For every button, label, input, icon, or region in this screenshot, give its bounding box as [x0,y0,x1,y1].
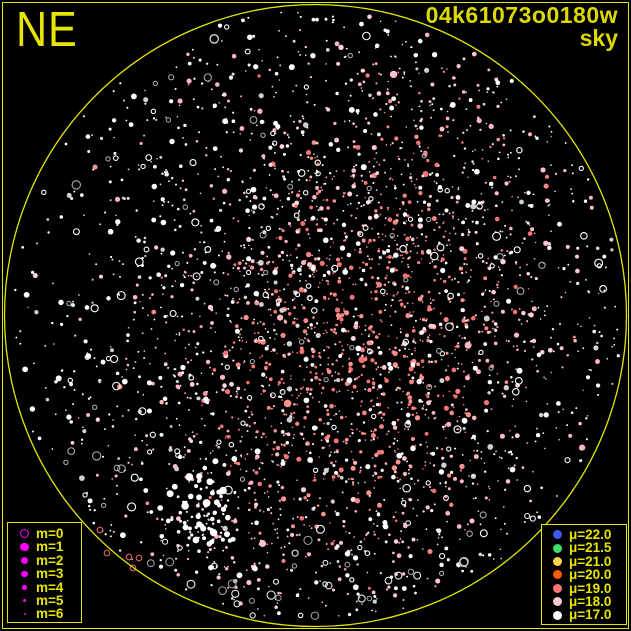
m-legend-label: m=6 [36,606,64,622]
mu-legend-dot-cell [546,570,569,580]
sky-field-circle [3,3,628,628]
m-legend-dot-cell [13,570,36,578]
m-legend-dot-cell [13,613,36,616]
m-legend-label: m=3 [36,566,64,582]
magnitude-dot-icon [23,613,26,616]
mu-legend-label: μ=21.0 [569,553,612,569]
mu-legend-label: μ=19.0 [569,580,612,596]
m-legend-row: m=5 [13,594,81,607]
magnitude-dot-icon [20,542,29,552]
mu-color-dot-icon [553,543,562,553]
m-legend-row: m=0 [13,527,81,540]
m-legend-row: m=6 [13,607,81,620]
mu-legend-label: μ=17.0 [569,607,612,623]
mu-legend-row: μ=20.0 [546,568,626,581]
m-legend-label: m=5 [36,592,64,608]
mu-legend-row: μ=19.0 [546,582,626,595]
mu-color-dot-icon [553,530,562,540]
mu-color-dot-icon [553,570,562,580]
m-legend-dot-cell [13,598,36,603]
sky-subtitle-label: sky [579,25,618,52]
magnitude-dot-icon [20,556,29,565]
m-legend-label: m=2 [36,552,64,568]
mu-color-dot-icon [553,583,562,593]
plate-id-label: 04k61073o0180w [425,2,618,28]
magnitude-ring-icon [19,528,30,539]
mu-legend-row: μ=21.0 [546,555,626,568]
surface-brightness-legend: μ=22.0 μ=21.5 μ=21.0 μ=20.0 μ=19.0 μ=18.0 μ=17… [541,524,627,625]
mu-legend-dot-cell [546,597,569,607]
star-field [14,11,620,621]
magnitude-dot-icon [22,598,27,603]
mu-legend-dot-cell [546,556,569,566]
mu-legend-label: μ=21.5 [569,540,612,556]
mu-color-dot-icon [553,556,562,566]
mu-legend-row: μ=22.0 [546,528,626,541]
mu-legend-row: μ=21.5 [546,541,626,554]
m-legend-dot-cell [13,528,36,539]
mu-color-dot-icon [553,597,562,607]
mu-legend-row: μ=17.0 [546,608,626,621]
m-legend-row: m=4 [13,581,81,594]
mu-legend-label: μ=18.0 [569,593,612,609]
m-legend-row: m=1 [13,540,81,553]
m-legend-dot-cell [13,584,36,590]
magnitude-size-legend: m=0 m=1 m=2 m=3 m=4 m=5 m=6 [7,522,82,623]
mu-color-dot-icon [553,610,562,620]
mu-legend-label: μ=22.0 [569,526,612,542]
m-legend-dot-cell [13,556,36,565]
magnitude-dot-icon [22,584,27,590]
mu-legend-dot-cell [546,543,569,553]
m-legend-label: m=1 [36,539,64,555]
mu-legend-dot-cell [546,583,569,593]
m-legend-row: m=3 [13,567,81,580]
orientation-label: NE [16,3,78,57]
m-legend-row: m=2 [13,554,81,567]
mu-legend-row: μ=18.0 [546,595,626,608]
m-legend-dot-cell [13,542,36,552]
m-legend-label: m=0 [36,525,64,541]
mu-legend-label: μ=20.0 [569,567,612,583]
title-block: 04k61073o0180w sky [425,2,618,52]
mu-legend-dot-cell [546,530,569,540]
m-legend-label: m=4 [36,579,64,595]
magnitude-dot-icon [21,570,28,578]
mu-legend-dot-cell [546,610,569,620]
